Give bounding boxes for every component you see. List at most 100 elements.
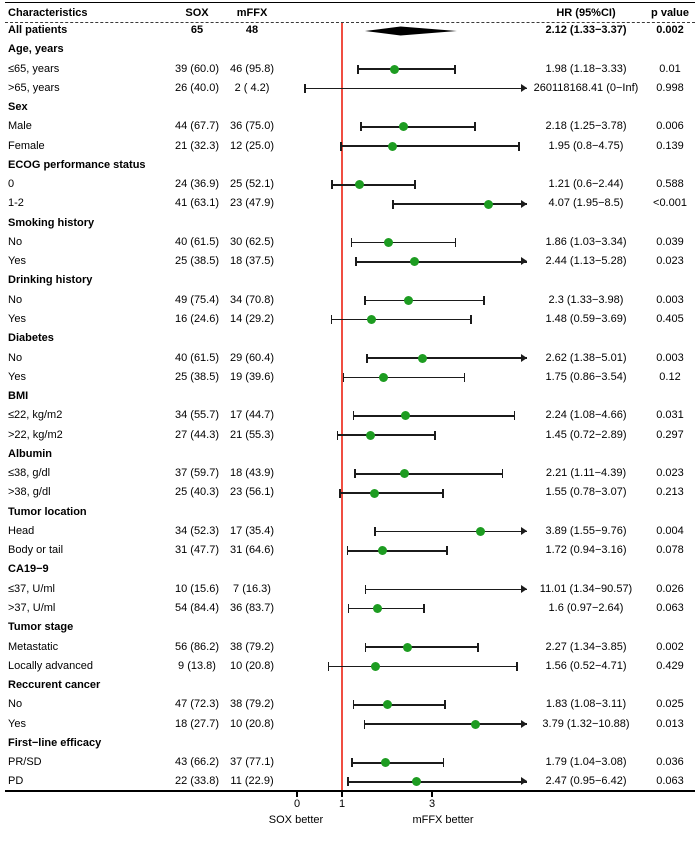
ci-cap-left [364,642,367,652]
point-estimate-dot [399,469,409,479]
table-row: CA19−9 [0,560,700,579]
sox-count: 40 (61.5) [174,351,220,364]
row-label: 0 [8,178,15,191]
row-label: No [8,293,23,306]
mffx-count: 12 (25.0) [229,139,275,152]
table-row: PR/SD 43 (66.2) 37 (77.1) 1.79 (1.04−3.08) 0… [0,753,700,772]
ci-cap-left [351,758,353,768]
point-estimate-dot [354,180,364,190]
table-row: No 40 (61.5) 30 (62.5) 1.86 (1.03−3.34) 0.03… [0,233,700,252]
ci-cap-left [342,372,345,382]
axis-tick-label: 3 [428,798,436,810]
table-header: Characteristics SOX mFFX HR (95%CI) p va… [0,4,700,23]
ci-cap-left [364,584,367,594]
table-row: No 47 (72.3) 38 (79.2) 1.83 (1.08−3.11) 0.02… [0,695,700,714]
p-value-text: 0.588 [656,178,684,191]
sox-count: 44 (67.7) [174,120,220,133]
table-row: Yes 25 (38.5) 18 (37.5) 2.44 (1.13−5.28) 0.0… [0,252,700,271]
point-estimate-dot [389,64,399,74]
point-estimate-dot [411,777,421,787]
p-value-text: 0.025 [656,698,684,711]
hr-ci-text: 1.75 (0.86−3.54) [545,370,627,383]
p-value-text: 0.026 [656,582,684,595]
ci-line [328,665,517,668]
row-label: Female [8,139,45,152]
top-rule [5,2,695,3]
plot-cell [276,580,528,599]
col-header-sox: SOX [185,7,209,20]
plot-cell [276,657,528,676]
ci-cap-left [304,83,306,93]
point-estimate-dot [471,719,481,729]
hr-ci-text: 2.62 (1.38−5.01) [545,351,627,364]
plot-cell [276,329,528,348]
row-label: PD [8,775,24,788]
hr-ci-text: 1.98 (1.18−3.33) [545,62,627,75]
ci-cap-right [483,295,485,305]
ci-line [348,607,424,610]
hr-ci-text: 11.01 (1.34−90.57) [539,582,633,595]
p-value-text: 0.031 [656,409,684,422]
ci-line [354,472,503,475]
table-row: >65, years 26 (40.0) 2 ( 4.2) 260118168.41 … [0,79,700,98]
point-estimate-dot [404,295,413,305]
point-estimate-dot [398,122,408,132]
plot-cell [276,753,528,772]
ci-line [365,588,527,591]
ci-line [365,646,479,648]
hr-ci-text: 1.79 (1.04−3.08) [545,756,627,769]
ci-arrow-cap-right [520,719,527,728]
ci-cap-right [516,661,518,671]
ci-arrow-cap-right [520,353,527,362]
ci-cap-right [513,411,516,421]
point-estimate-dot [382,700,392,710]
table-row: ≤65, years 39 (60.0) 46 (95.8) 1.98 (1.18−3… [0,60,700,79]
ci-cap-left [391,199,394,209]
point-estimate-dot [370,661,380,671]
ci-cap-left [346,777,349,787]
sox-count: 49 (75.4) [174,293,220,306]
ci-cap-right [517,141,520,151]
row-label: ≤22, kg/m2 [8,409,63,422]
point-estimate-dot [381,758,391,768]
table-row: Yes 18 (27.7) 10 (20.8) 3.79 (1.32−10.88) 0.… [0,715,700,734]
ci-cap-left [350,238,353,248]
table-row: Metastatic 56 (86.2) 38 (79.2) 2.27 (1.34−3… [0,638,700,657]
ci-line [343,376,465,379]
plot-cell [276,117,528,136]
plot-cell [276,695,528,714]
point-estimate-dot [402,642,412,652]
ci-line [353,704,445,706]
row-label: ≤38, g/dl [8,467,51,480]
p-value-text: 0.297 [656,428,684,441]
point-estimate-dot [377,546,387,556]
ci-cap-left [366,353,368,363]
hr-ci-text: 1.6 (0.97−2.64) [548,602,624,614]
table-row: No 40 (61.5) 29 (60.4) 2.62 (1.38−5.01) 0.00… [0,349,700,368]
mffx-count: 31 (64.6) [229,544,275,557]
plot-cell [276,40,528,59]
summary-diamond [364,26,457,36]
p-value-text: 0.078 [656,544,684,557]
row-label: ECOG performance status [8,158,146,171]
sox-count: 37 (59.7) [174,467,220,480]
table-row: 0 24 (36.9) 25 (52.1) 1.21 (0.6−2.44) 0.588 [0,175,700,194]
row-label: ≤65, years [8,62,60,75]
mffx-count: 36 (83.7) [229,602,275,614]
mffx-count: 38 (79.2) [229,698,275,711]
row-label: Head [8,524,35,537]
row-label: Yes [8,370,26,383]
point-estimate-dot [379,372,389,382]
mffx-count: 21 (55.3) [229,428,275,441]
ci-cap-left [346,546,349,556]
ci-cap-left [352,411,355,421]
ci-line [358,68,455,70]
table-row: Yes 16 (24.6) 14 (29.2) 1.48 (0.59−3.69) 0.4… [0,310,700,329]
point-estimate-dot [475,527,485,537]
ci-cap-left [327,661,330,671]
ci-cap-right [474,122,476,132]
plot-cell [276,483,528,502]
plot-cell [276,426,528,445]
table-row: First−line efficacy [0,734,700,753]
ci-cap-right [463,372,466,382]
